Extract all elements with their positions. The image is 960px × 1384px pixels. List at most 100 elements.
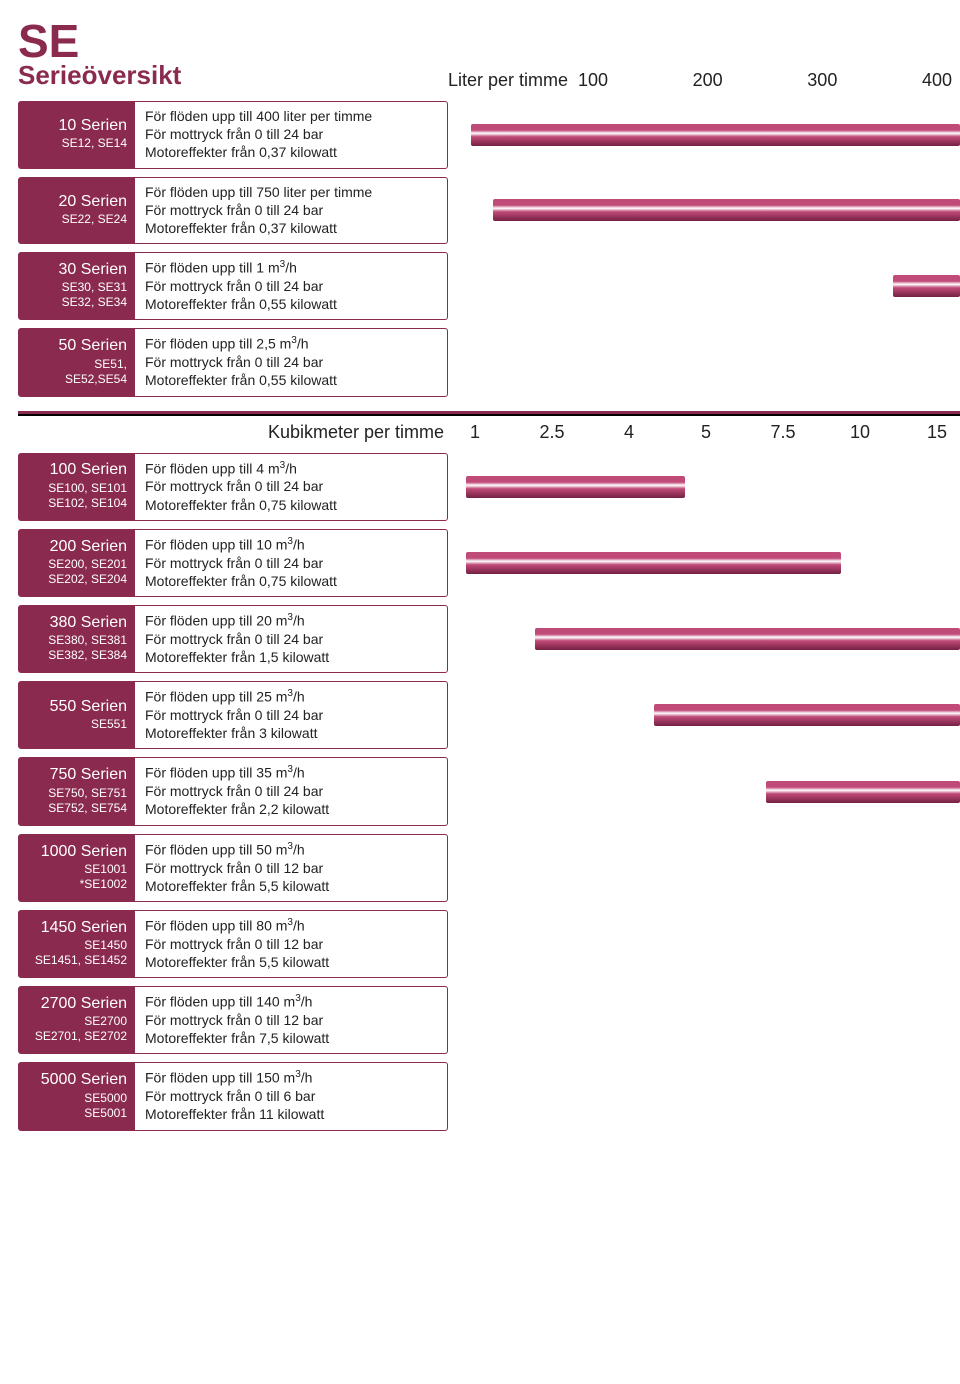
section-divider <box>18 411 960 416</box>
axis-tick: 7.5 <box>766 422 800 443</box>
series-label: 750 SerienSE750, SE751 SE752, SE754 <box>19 758 135 824</box>
series-label: 50 Serien SE51, SE52,SE54 <box>19 329 135 395</box>
series-row: 2700 SerienSE2700 SE2701, SE2702För flöd… <box>18 986 448 1054</box>
section1-axis-ticks: 100200300400 <box>576 70 960 91</box>
series-row: 380 SerienSE380, SE381 SE382, SE384För f… <box>18 605 448 673</box>
series-spec-line: För flöden upp till 4 m3/h <box>145 459 437 478</box>
series-description: För flöden upp till 750 liter per timmeF… <box>135 178 447 244</box>
series-spec-line: För flöden upp till 50 m3/h <box>145 840 437 859</box>
series-label: 1450 SerienSE1450 SE1451, SE1452 <box>19 911 135 977</box>
series-spec-line: För mottryck från 0 till 24 bar <box>145 706 437 724</box>
series-models: SE380, SE381 SE382, SE384 <box>48 633 127 663</box>
series-row-wrap: 2700 SerienSE2700 SE2701, SE2702För flöd… <box>18 986 960 1054</box>
series-spec-line: För flöden upp till 150 m3/h <box>145 1068 437 1087</box>
series-spec-line: Motoreffekter från 1,5 kilowatt <box>145 648 437 666</box>
series-spec-line: För mottryck från 0 till 24 bar <box>145 782 437 800</box>
series-models: SE22, SE24 <box>62 212 127 227</box>
series-label: 200 SerienSE200, SE201 SE202, SE204 <box>19 530 135 596</box>
series-spec-line: För flöden upp till 140 m3/h <box>145 992 437 1011</box>
series-spec-line: Motoreffekter från 5,5 kilowatt <box>145 953 437 971</box>
bar-area <box>460 704 960 726</box>
section2-header: Kubikmeter per timme 12.5457.51015 <box>18 422 960 443</box>
series-row: 20 SerienSE22, SE24För flöden upp till 7… <box>18 177 448 245</box>
series-description: För flöden upp till 10 m3/hFör mottryck … <box>135 530 447 596</box>
series-spec-line: Motoreffekter från 7,5 kilowatt <box>145 1029 437 1047</box>
series-name: 550 Serien <box>50 698 127 716</box>
bar-area <box>460 199 960 221</box>
series-name: 1450 Serien <box>41 919 127 937</box>
series-description: För flöden upp till 4 m3/hFör mottryck f… <box>135 454 447 520</box>
page-title-se: SE <box>18 18 960 64</box>
series-row: 10 SerienSE12, SE14För flöden upp till 4… <box>18 101 448 169</box>
axis-tick: 200 <box>691 70 725 91</box>
series-spec-line: För mottryck från 0 till 24 bar <box>145 630 437 648</box>
axis-tick: 15 <box>920 422 954 443</box>
range-bar <box>466 476 685 498</box>
series-spec-line: För mottryck från 0 till 24 bar <box>145 125 437 143</box>
series-description: För flöden upp till 400 liter per timmeF… <box>135 102 447 168</box>
series-spec-line: Motoreffekter från 5,5 kilowatt <box>145 877 437 895</box>
series-row-wrap: 750 SerienSE750, SE751 SE752, SE754För f… <box>18 757 960 825</box>
series-description: För flöden upp till 20 m3/hFör mottryck … <box>135 606 447 672</box>
axis-tick: 5 <box>689 422 723 443</box>
series-row-wrap: 380 SerienSE380, SE381 SE382, SE384För f… <box>18 605 960 673</box>
bar-area <box>460 628 960 650</box>
range-bar <box>766 781 960 803</box>
series-row: 1450 SerienSE1450 SE1451, SE1452För flöd… <box>18 910 448 978</box>
series-spec-line: För mottryck från 0 till 24 bar <box>145 201 437 219</box>
series-spec-line: För mottryck från 0 till 12 bar <box>145 935 437 953</box>
series-label: 1000 SerienSE1001 *SE1002 <box>19 835 135 901</box>
series-name: 30 Serien <box>59 261 128 279</box>
section2-series-list: 100 Serien SE100, SE101 SE102, SE104 För f… <box>18 453 960 1131</box>
series-row-wrap: 550 SerienSE551För flöden upp till 25 m3… <box>18 681 960 749</box>
series-name: 200 Serien <box>50 538 127 556</box>
series-row-wrap: 1450 SerienSE1450 SE1451, SE1452För flöd… <box>18 910 960 978</box>
section1-axis: Liter per timme 100200300400 <box>448 70 960 91</box>
axis-tick: 100 <box>576 70 610 91</box>
series-label: 20 SerienSE22, SE24 <box>19 178 135 244</box>
series-row-wrap: 50 SerienSE51, SE52,SE54För flöden upp t… <box>18 328 960 396</box>
series-row: 1000 SerienSE1001 *SE1002 För flöden upp … <box>18 834 448 902</box>
series-spec-line: För flöden upp till 400 liter per timme <box>145 107 437 125</box>
section2-axis-label: Kubikmeter per timme <box>268 422 444 443</box>
series-spec-line: För flöden upp till 25 m3/h <box>145 687 437 706</box>
series-spec-line: För flöden upp till 10 m3/h <box>145 535 437 554</box>
series-label: 380 SerienSE380, SE381 SE382, SE384 <box>19 606 135 672</box>
series-spec-line: Motoreffekter från 0,37 kilowatt <box>145 143 437 161</box>
series-spec-line: Motoreffekter från 3 kilowatt <box>145 724 437 742</box>
series-description: För flöden upp till 140 m3/hFör mottryck… <box>135 987 447 1053</box>
series-models: SE51, SE52,SE54 <box>65 357 127 387</box>
series-spec-line: Motoreffekter från 0,55 kilowatt <box>145 295 437 313</box>
series-name: 100 Serien <box>50 461 127 479</box>
series-name: 1000 Serien <box>41 843 127 861</box>
series-models: SE1001 *SE1002 <box>80 862 127 892</box>
series-models: SE1450 SE1451, SE1452 <box>35 938 127 968</box>
range-bar <box>535 628 960 650</box>
axis-tick: 1 <box>458 422 492 443</box>
range-bar <box>493 199 960 221</box>
series-name: 5000 Serien <box>41 1071 127 1089</box>
range-bar <box>893 275 960 297</box>
series-row: 30 SerienSE30, SE31 SE32, SE34För flöden… <box>18 252 448 320</box>
series-row-wrap: 5000 SerienSE5000 SE5001För flöden upp t… <box>18 1062 960 1130</box>
series-spec-line: För mottryck från 0 till 24 bar <box>145 554 437 572</box>
series-name: 50 Serien <box>59 337 128 355</box>
series-description: För flöden upp till 80 m3/hFör mottryck … <box>135 911 447 977</box>
series-label: 30 SerienSE30, SE31 SE32, SE34 <box>19 253 135 319</box>
series-spec-line: För mottryck från 0 till 12 bar <box>145 859 437 877</box>
series-spec-line: Motoreffekter från 11 kilowatt <box>145 1105 437 1123</box>
series-row: 200 SerienSE200, SE201 SE202, SE204För f… <box>18 529 448 597</box>
series-spec-line: Motoreffekter från 0,37 kilowatt <box>145 219 437 237</box>
axis-tick: 400 <box>920 70 954 91</box>
series-name: 380 Serien <box>50 614 127 632</box>
axis-tick: 4 <box>612 422 646 443</box>
section2-axis-ticks: 12.5457.51015 <box>458 422 960 443</box>
series-spec-line: För flöden upp till 750 liter per timme <box>145 183 437 201</box>
series-spec-line: Motoreffekter från 0,75 kilowatt <box>145 572 437 590</box>
series-name: 750 Serien <box>50 766 127 784</box>
series-row: 5000 SerienSE5000 SE5001För flöden upp t… <box>18 1062 448 1130</box>
series-models: SE100, SE101 SE102, SE104 <box>48 481 127 511</box>
series-row: 100 Serien SE100, SE101 SE102, SE104 För f… <box>18 453 448 521</box>
series-row: 50 SerienSE51, SE52,SE54För flöden upp t… <box>18 328 448 396</box>
series-label: 10 SerienSE12, SE14 <box>19 102 135 168</box>
